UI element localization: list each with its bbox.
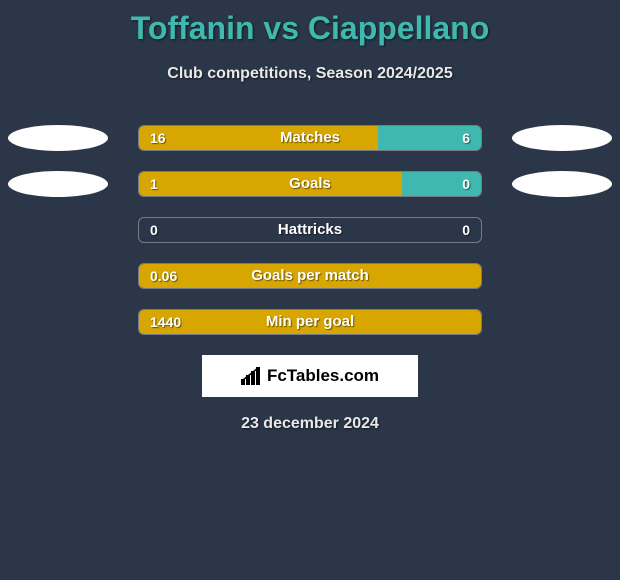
stat-row: 16 6 Matches [0, 125, 620, 151]
page-subtitle: Club competitions, Season 2024/2025 [0, 65, 620, 83]
stat-value-left: 1440 [150, 309, 181, 335]
stat-value-left: 0.06 [150, 263, 177, 289]
player-bubble-left [8, 125, 108, 151]
stat-bar-left [139, 172, 402, 196]
stat-row: 0 0 Hattricks [0, 217, 620, 243]
stat-row: 0.06 Goals per match [0, 263, 620, 289]
stat-label: Goals [289, 171, 331, 197]
stat-row: 1 0 Goals [0, 171, 620, 197]
stat-row: 1440 Min per goal [0, 309, 620, 335]
chart-icon [241, 367, 263, 385]
stat-value-right: 0 [462, 171, 470, 197]
stat-value-left: 16 [150, 125, 166, 151]
stat-value-left: 1 [150, 171, 158, 197]
stats-container: 16 6 Matches 1 0 Goals 0 0 Hattricks 0.06 Goals pe… [0, 125, 620, 335]
page-title: Toffanin vs Ciappellano [0, 0, 620, 47]
player-bubble-right [512, 125, 612, 151]
stat-label: Min per goal [266, 309, 354, 335]
player-bubble-left [8, 171, 108, 197]
brand-badge: FcTables.com [202, 355, 418, 397]
stat-bar-left [139, 126, 378, 150]
stat-label: Goals per match [251, 263, 369, 289]
stat-value-left: 0 [150, 217, 158, 243]
stat-label: Hattricks [278, 217, 342, 243]
stat-value-right: 6 [462, 125, 470, 151]
stat-label: Matches [280, 125, 340, 151]
stat-value-right: 0 [462, 217, 470, 243]
date-text: 23 december 2024 [0, 415, 620, 433]
player-bubble-right [512, 171, 612, 197]
brand-text: FcTables.com [267, 366, 379, 386]
